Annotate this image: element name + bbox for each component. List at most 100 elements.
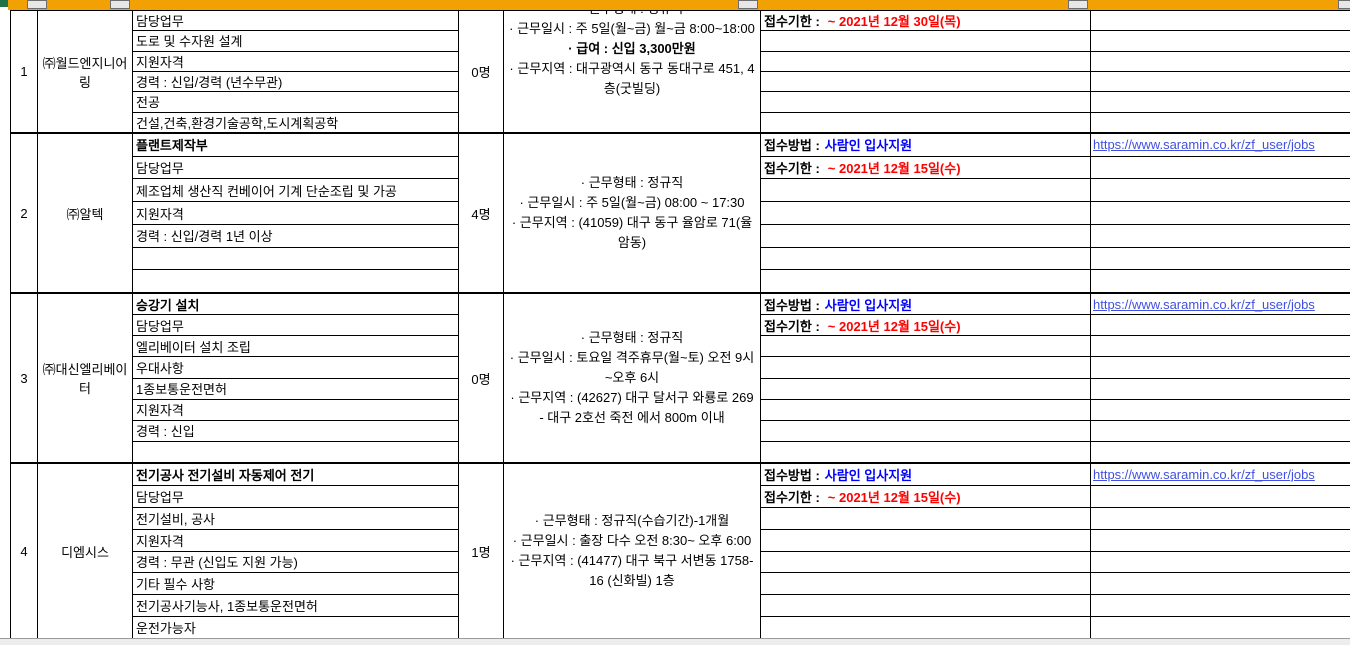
saramin-link[interactable]: https://www.saramin.co.kr/zf_user/jobs [1093, 466, 1315, 482]
empty-row [761, 442, 1090, 462]
apply-deadline-row: 접수기한 : ~ 2021년 12월 15일(수) [761, 486, 1090, 508]
details-cell: 담당업무 도로 및 수자원 설계 지원자격 경력 : 신입/경력 (년수무관) … [133, 11, 459, 132]
company-name: ㈜대신엘리베이터 [42, 362, 128, 396]
condition-line: · 근무형태 : 정규직(수습기간)-1개월 [534, 513, 730, 528]
row-number-cell: 2 [11, 134, 38, 292]
detail-row: 운전가능자 [136, 621, 196, 637]
empty-row [761, 400, 1090, 421]
apply-deadline-row: 접수기한 : ~ 2021년 12월 30일(목) [761, 11, 1090, 32]
saramin-link[interactable]: https://www.saramin.co.kr/zf_user/jobs [1093, 137, 1315, 153]
method-value: 사람인 입사지원 [824, 467, 913, 483]
apply-method-row: 접수방법 : 사람인 입사지원 [761, 134, 1090, 157]
empty-row [1091, 617, 1350, 638]
empty-row [1091, 179, 1350, 203]
conditions-cell: · 근무형태 : 정규직 · 근무일시 : 주 5일(월~금) 08:00 ~ … [504, 134, 761, 292]
empty-row [1091, 315, 1350, 337]
saramin-link[interactable]: https://www.saramin.co.kr/zf_user/jobs [1093, 296, 1315, 312]
job-block: 4 디엠시스 전기공사 전기설비 자동제어 전기 담당업무 전기설비, 공사 지… [11, 464, 1350, 639]
empty-row [761, 52, 1090, 72]
detail-row: 제조업체 생산직 컨베이어 기계 단순조립 및 가공 [133, 179, 458, 203]
apply-info-cell: 접수방법 : 사람인 입사지원 접수기한 : ~ 2021년 12월 15일(수… [761, 294, 1091, 462]
filter-dropdown-button[interactable] [738, 0, 758, 9]
detail-row: 승강기 설치 [133, 294, 458, 316]
condition-line: · 급여 : 신입 3,300만원 [568, 41, 696, 56]
detail-row: 담당업무 [133, 157, 458, 180]
detail-row: 전기설비, 공사 [133, 508, 458, 530]
row-number: 1 [20, 64, 28, 79]
empty-row [1091, 52, 1350, 72]
apply-deadline-row: 접수기한 : ~ 2021년 12월 15일(수) [761, 157, 1090, 180]
detail-row: 지원자격 [133, 530, 458, 552]
empty-row [1091, 92, 1350, 113]
deadline-label: 접수기한 : [764, 14, 820, 30]
empty-row [761, 379, 1090, 400]
conditions-cell: · 근무형태 : 정규직(수습기간)-1개월 · 근무일시 : 출장 다수 오전… [504, 464, 761, 638]
method-label: 접수방법 : [764, 467, 820, 483]
detail-row: 플랜트제작부 [133, 134, 458, 157]
condition-line: · 근무형태 : 정규직 [580, 175, 684, 190]
condition-line: · 근무지역 : (42627) 대구 달서구 와룡로 269 - 대구 2호선… [510, 390, 754, 425]
row-number: 2 [20, 205, 28, 221]
company-name: ㈜월드엔지니어링 [42, 55, 128, 90]
empty-row [1091, 442, 1350, 462]
row-number: 3 [20, 370, 28, 386]
headcount-cell: 0명 [459, 11, 504, 132]
empty-row [761, 31, 1090, 52]
condition-line: · 근무일시 : 주 5일(월~금) 월~금 8:00~18:00 [509, 21, 755, 36]
detail-row: 경력 : 신입/경력 (년수무관) [133, 72, 458, 93]
method-value: 사람인 입사지원 [824, 297, 913, 313]
company-cell: 디엠시스 [38, 464, 133, 638]
empty-row [761, 357, 1090, 379]
empty-row [761, 248, 1090, 271]
detail-row: 지원자격 [133, 52, 458, 72]
conditions-cell: · 근무형태 : 정규직 · 근무일시 : 토요일 격주휴무(월~토) 오전 9… [504, 294, 761, 462]
condition-line: · 근무형태 : 정규직 [509, 11, 755, 19]
empty-row [761, 595, 1090, 618]
link-cell: https://www.saramin.co.kr/zf_user/jobs [1091, 134, 1350, 292]
empty-row [1091, 486, 1350, 508]
job-block: 3 ㈜대신엘리베이터 승강기 설치 담당업무 엘리베이터 설치 조립 우대사항 … [11, 294, 1350, 464]
empty-row [761, 573, 1090, 596]
job-listing-table: 1 ㈜월드엔지니어링 담당업무 도로 및 수자원 설계 지원자격 경력 : 신입… [10, 10, 1350, 639]
empty-row [761, 72, 1090, 93]
condition-line: · 근무형태 : 정규직 [580, 330, 684, 345]
row-number-cell: 1 [11, 11, 38, 132]
condition-line: · 근무일시 : 토요일 격주휴무(월~토) 오전 9시~오후 6시 [509, 350, 755, 385]
empty-row [1091, 270, 1350, 292]
empty-row [1091, 508, 1350, 530]
filter-dropdown-button[interactable] [27, 0, 47, 9]
headcount-cell: 0명 [459, 294, 504, 462]
empty-row [1091, 225, 1350, 248]
detail-row: 전기공사기능사, 1종보통운전면허 [133, 595, 458, 618]
empty-row [761, 113, 1090, 132]
detail-row: 건설,건축,환경기술공학,도시계획공학 [136, 115, 339, 131]
empty-row [761, 617, 1090, 638]
empty-row [1091, 336, 1350, 358]
condition-line: · 근무지역 : (41477) 대구 북구 서변동 1758-16 (신화빌)… [510, 553, 754, 588]
detail-row: 경력 : 무관 (신입도 지원 가능) [133, 552, 458, 574]
deadline-value: ~ 2021년 12월 15일(수) [827, 161, 961, 177]
detail-row: 기타 필수 사항 [133, 573, 458, 596]
filter-dropdown-button[interactable] [110, 0, 130, 9]
row-number-cell: 3 [11, 294, 38, 462]
empty-row [1091, 595, 1350, 618]
filter-dropdown-button[interactable] [1068, 0, 1088, 9]
empty-row [1091, 357, 1350, 379]
headcount: 0명 [471, 371, 491, 387]
deadline-label: 접수기한 : [764, 489, 820, 505]
empty-row [761, 270, 1090, 292]
apply-deadline-row: 접수기한 : ~ 2021년 12월 15일(수) [761, 315, 1090, 337]
empty-row [761, 92, 1090, 113]
method-label: 접수방법 : [764, 297, 820, 313]
method-value: 사람인 입사지원 [824, 138, 913, 154]
filter-dropdown-button[interactable] [1338, 0, 1350, 9]
detail-row: 우대사항 [133, 357, 458, 379]
bottom-edge-strip [0, 638, 1350, 645]
company-cell: ㈜알텍 [38, 134, 133, 292]
empty-row [1091, 248, 1350, 271]
empty-row [1091, 400, 1350, 421]
detail-row: 도로 및 수자원 설계 [133, 31, 458, 52]
empty-row [1091, 11, 1350, 32]
detail-row: 담당업무 [133, 11, 458, 32]
